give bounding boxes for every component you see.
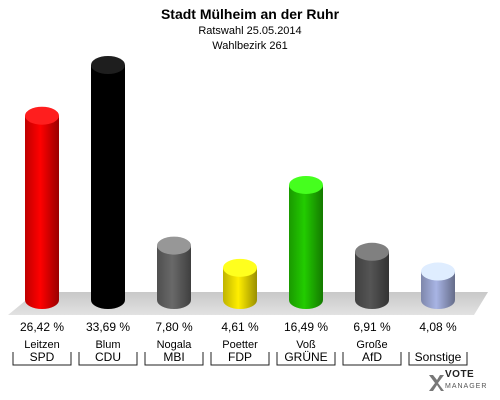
party-bracket bbox=[342, 352, 402, 366]
party-label: AfD bbox=[362, 350, 382, 364]
logo-text-manager: MANAGER bbox=[445, 383, 488, 390]
bar-spd bbox=[25, 106, 59, 309]
candidate-label: Große bbox=[356, 339, 387, 351]
party-label: CDU bbox=[95, 350, 121, 364]
party-bracket bbox=[78, 352, 138, 366]
bar-fdp bbox=[223, 258, 257, 309]
value-label: 4,08 % bbox=[419, 320, 457, 334]
party-bracket bbox=[144, 352, 204, 366]
party-label: MBI bbox=[163, 350, 184, 364]
party-bracket bbox=[276, 352, 336, 366]
bar-mbi bbox=[157, 236, 191, 309]
bar-afd bbox=[355, 242, 389, 309]
value-label: 33,69 % bbox=[86, 320, 130, 334]
value-label: 16,49 % bbox=[284, 320, 328, 334]
chart-subtitle: Ratswahl 25.05.2014 bbox=[198, 25, 302, 37]
candidate-label: Voß bbox=[296, 339, 316, 351]
candidate-label: Nogala bbox=[157, 339, 193, 351]
district-label: Wahlbezirk 261 bbox=[212, 40, 288, 52]
bar-grüne bbox=[289, 175, 323, 309]
party-label: GRÜNE bbox=[284, 350, 327, 364]
value-label: 6,91 % bbox=[353, 320, 391, 334]
bar-cdu bbox=[91, 56, 125, 309]
candidate-label: Blum bbox=[95, 339, 120, 351]
value-label: 7,80 % bbox=[155, 320, 193, 334]
party-label: SPD bbox=[30, 350, 55, 364]
party-bracket bbox=[12, 352, 72, 366]
bar-sonstige bbox=[421, 262, 455, 309]
logo-text-vote: VOTE bbox=[445, 369, 475, 380]
logo-mark-icon bbox=[429, 375, 444, 391]
candidate-label: Leitzen bbox=[24, 339, 59, 351]
party-label: FDP bbox=[228, 350, 252, 364]
party-bracket bbox=[210, 352, 270, 366]
candidate-label: Poetter bbox=[222, 339, 258, 351]
value-label: 4,61 % bbox=[221, 320, 259, 334]
party-bracket bbox=[408, 352, 468, 366]
party-label: Sonstige bbox=[415, 350, 462, 364]
chart-title: Stadt Mülheim an der Ruhr bbox=[160, 6, 340, 22]
vote-manager-logo: VOTE MANAGER bbox=[427, 368, 497, 398]
value-label: 26,42 % bbox=[20, 320, 64, 334]
